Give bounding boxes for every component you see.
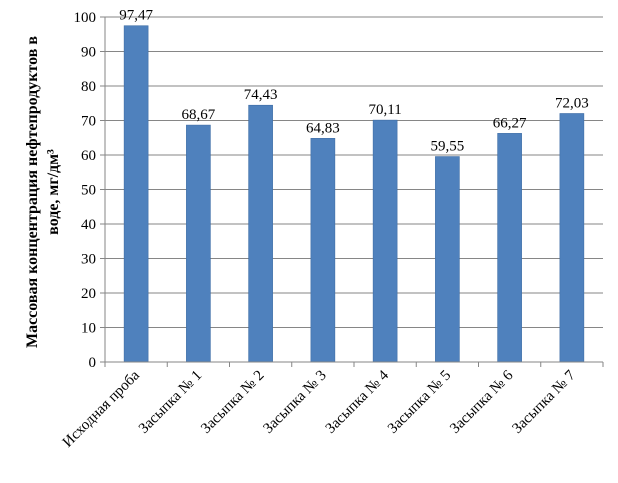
y-tick-label: 50 [81, 183, 96, 199]
bar [248, 104, 273, 363]
y-tick-label: 30 [81, 252, 96, 268]
y-axis-label-line2: воде, мг/дм³ [45, 149, 62, 235]
y-tick-label: 80 [81, 79, 96, 95]
bar [559, 113, 585, 363]
bar [123, 25, 149, 363]
y-tick-label: 70 [81, 114, 96, 130]
y-tick-label: 90 [81, 45, 96, 61]
x-tick-label: Засыпка № 5 [385, 368, 454, 437]
data-labels: 97,47 68,67 74,43 64,83 70,11 59,55 66,27 72,03 [119, 8, 589, 155]
data-label: 74,43 [244, 87, 278, 103]
data-label: 70,11 [369, 102, 402, 118]
y-axis-ticks: 0 10 20 30 40 50 60 70 80 90 100 [74, 10, 105, 371]
x-tick-label: Засыпка № 1 [136, 368, 205, 437]
data-label: 59,55 [431, 139, 465, 155]
data-label: 66,27 [493, 115, 527, 131]
x-tick-label: Засыпка № 4 [323, 367, 393, 437]
y-tick-label: 10 [81, 321, 96, 337]
bar [186, 124, 211, 363]
gridlines [105, 16, 603, 328]
x-tick-label: Засыпка № 3 [260, 368, 329, 437]
y-tick-label: 20 [81, 286, 96, 302]
x-tick-label: Засыпка № 7 [509, 367, 579, 437]
bar [372, 119, 398, 363]
bar [435, 156, 460, 363]
bar [310, 138, 336, 363]
y-tick-label: 0 [89, 355, 97, 371]
bars [123, 25, 585, 363]
y-tick-label: 60 [81, 148, 96, 164]
bar [497, 133, 522, 363]
data-label: 72,03 [555, 95, 589, 111]
x-tick-label: Засыпка № 6 [447, 367, 517, 437]
y-tick-label: 100 [74, 10, 97, 26]
y-axis-label-line1: Массовая концентрация нефтепродуктов в [24, 36, 41, 348]
x-tick-label: Исходная проба [60, 367, 143, 450]
x-tick-label: Засыпка № 2 [198, 368, 267, 437]
y-tick-label: 40 [81, 217, 96, 233]
data-label: 64,83 [306, 120, 340, 136]
data-label: 68,67 [182, 107, 216, 123]
data-label: 97,47 [119, 8, 153, 24]
